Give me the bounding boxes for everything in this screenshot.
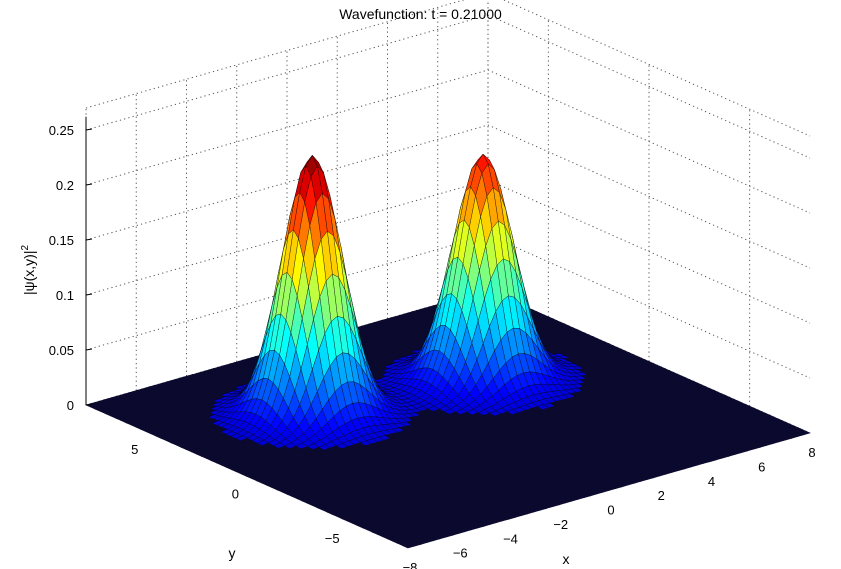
grid-line-z [85,69,811,214]
y-tick-label: 0 [232,487,239,502]
z-axis-label: |ψ(x,y)|2 [20,245,37,295]
x-tick-label: 0 [607,503,614,518]
z-tick-label: 0.1 [56,288,74,303]
x-tick-label: 2 [658,488,665,503]
z-tick-label: 0.15 [49,233,74,248]
x-tick-label: −8 [403,560,418,569]
z-tick-mark [85,348,93,351]
x-tick-label: −6 [453,546,468,561]
x-tick-label: 8 [808,445,815,460]
x-tick-label: 6 [758,459,765,474]
grid-line-z [85,14,811,159]
z-tick-mark [85,128,93,131]
z-tick-label: 0.25 [49,123,74,138]
z-tick-label: 0 [67,398,74,413]
z-tick-mark [85,293,93,296]
y-tick-label: 5 [131,442,138,457]
x-tick-label: −4 [503,531,518,546]
y-tick-label: −5 [325,531,340,546]
z-tick-mark [85,183,93,186]
z-tick-mark [85,238,93,241]
grid-line-top [85,0,811,137]
y-axis-label: y [229,545,236,561]
chart-title: Wavefunction: t = 0.21000 [339,6,502,22]
surface [85,153,811,549]
x-tick-label: 4 [708,474,715,489]
z-tick-label: 0.05 [49,343,74,358]
grid-line-z [85,124,811,269]
x-tick-label: −2 [553,517,568,532]
z-tick-label: 0.2 [56,178,74,193]
x-axis-label: x [563,551,570,567]
